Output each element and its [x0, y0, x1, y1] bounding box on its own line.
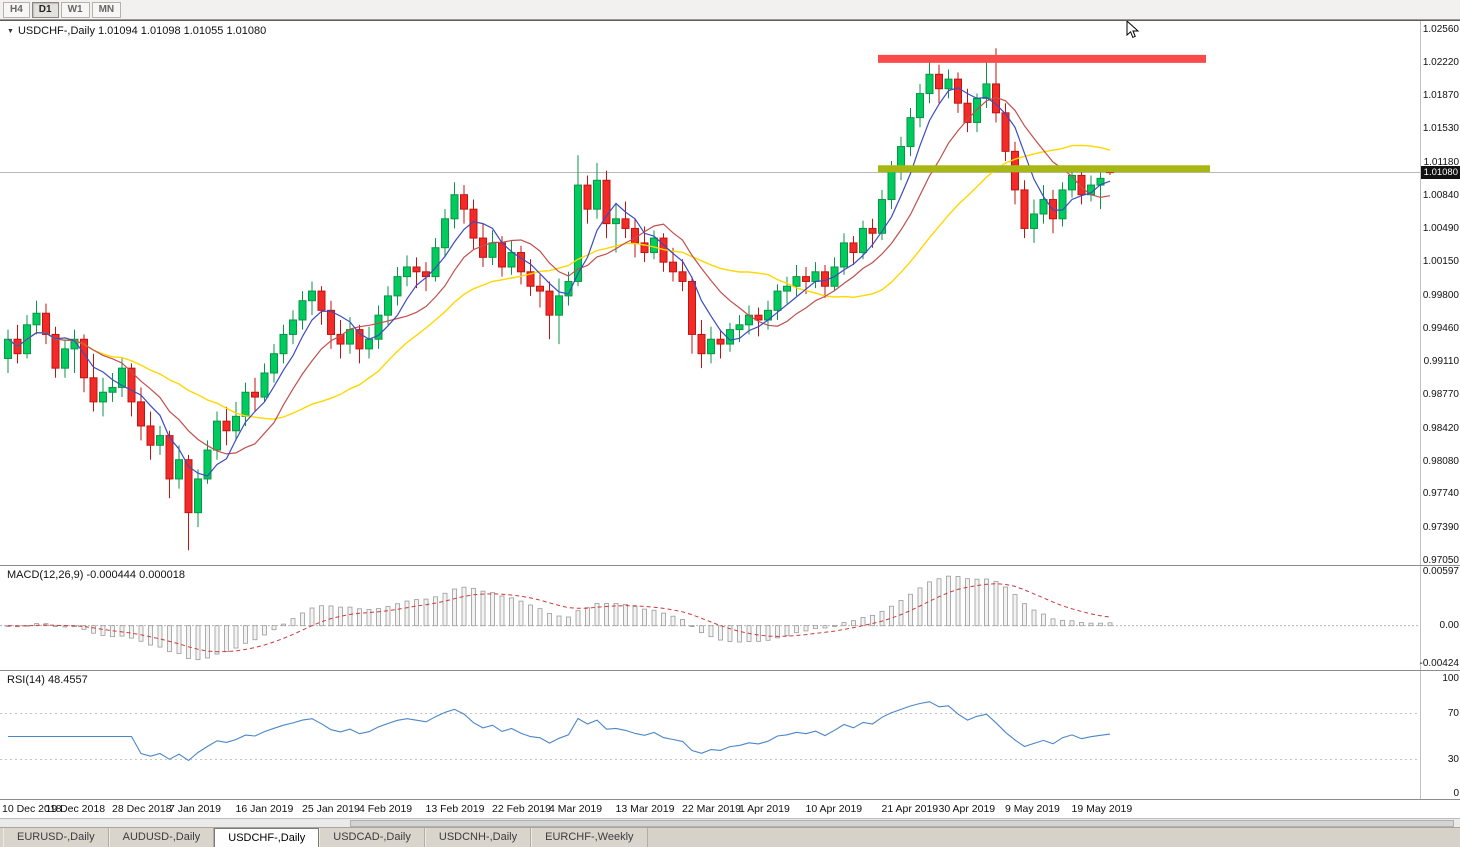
- chart-tab-bar: EURUSD-,Daily AUDUSD-,Daily USDCHF-,Daily U…: [0, 827, 1460, 847]
- price-axis-label: 0.99800: [1422, 289, 1459, 301]
- rsi-axis-label: 70: [1447, 707, 1459, 719]
- macd-axis-label: 0.00: [1439, 619, 1459, 631]
- timeframe-toolbar: H4 D1 W1 MN: [0, 0, 1460, 20]
- rsi-label: RSI(14) 48.4557: [7, 674, 88, 686]
- rsi-axis-label: 100: [1442, 673, 1459, 684]
- date-axis-label: 19 May 2019: [1071, 803, 1133, 815]
- date-axis-label: 19 Dec 2018: [45, 803, 106, 815]
- date-axis-label: 13 Mar 2019: [615, 803, 675, 815]
- chart-tab-audusd-daily[interactable]: AUDUSD-,Daily: [108, 828, 215, 847]
- price-axis-label: 0.97740: [1422, 488, 1459, 500]
- price-axis-label: 0.98420: [1422, 422, 1459, 434]
- macd-axis-label: -0.00424: [1419, 658, 1459, 670]
- date-axis-label: 30 Apr 2019: [938, 803, 996, 815]
- date-axis: 10 Dec 2018 19 Dec 2018 28 Dec 2018 7 Jan 2…: [0, 800, 1460, 818]
- date-axis-label: 10 Apr 2019: [805, 803, 863, 815]
- price-axis-label: 1.00150: [1422, 256, 1459, 268]
- timeframe-button-mn[interactable]: MN: [91, 1, 122, 18]
- timeframe-button-w1[interactable]: W1: [60, 1, 90, 18]
- rsi-axis: 100 70 30 0: [1420, 671, 1460, 799]
- chart-tab-eurchf-weekly[interactable]: EURCHF-,Weekly: [531, 828, 648, 847]
- chart-region: 1.02560 1.02220 1.01870 1.01530 1.01180 1.008…: [0, 20, 1460, 827]
- price-chart-canvas[interactable]: [0, 21, 1420, 565]
- macd-canvas[interactable]: [0, 566, 1420, 670]
- price-axis-label: 0.97050: [1422, 554, 1459, 566]
- price-axis-label: 0.98770: [1422, 389, 1459, 401]
- date-axis-label: 22 Mar 2019: [682, 803, 741, 815]
- rsi-panel: 100 70 30 0 RSI(14) 48.4557: [0, 671, 1460, 800]
- price-axis-label: 0.97390: [1422, 522, 1459, 534]
- timeframe-button-d1[interactable]: D1: [31, 1, 59, 18]
- chart-title-text: USDCHF-,Daily 1.01094 1.01098 1.01055 1.…: [17, 25, 267, 37]
- macd-axis: 0.00597 0.00 -0.00424: [1420, 566, 1460, 670]
- price-axis-label: 1.01870: [1422, 90, 1459, 102]
- mouse-cursor-icon: [1126, 21, 1140, 39]
- chart-tab-usdchf-daily[interactable]: USDCHF-,Daily: [214, 828, 320, 847]
- date-axis-label: 21 Apr 2019: [881, 803, 939, 815]
- timeframe-button-h4[interactable]: H4: [3, 1, 30, 18]
- rsi-canvas[interactable]: [0, 671, 1420, 799]
- date-axis-label: 4 Mar 2019: [549, 803, 603, 815]
- price-axis-label: 1.00490: [1422, 223, 1459, 235]
- rsi-axis-label: 0: [1453, 788, 1459, 799]
- macd-axis-label: 0.00597: [1422, 565, 1459, 577]
- date-axis-label: 25 Jan 2019: [302, 803, 360, 815]
- chart-title: ▼ USDCHF-,Daily 1.01094 1.01098 1.01055 1…: [7, 25, 266, 37]
- date-axis-label: 13 Feb 2019: [425, 803, 485, 815]
- price-axis: 1.02560 1.02220 1.01870 1.01530 1.01180 1.008…: [1420, 21, 1460, 566]
- date-axis-label: 16 Jan 2019: [235, 803, 294, 815]
- chart-tab-eurusd-daily[interactable]: EURUSD-,Daily: [3, 828, 109, 847]
- date-axis-label: 28 Dec 2018: [112, 803, 172, 815]
- chart-tab-usdcad-daily[interactable]: USDCAD-,Daily: [319, 828, 425, 847]
- macd-panel: 0.00597 0.00 -0.00424 MACD(12,26,9) -0.000…: [0, 566, 1460, 671]
- price-axis-label: 0.99460: [1422, 322, 1459, 334]
- date-axis-label: 10 Dec 2018: [2, 803, 62, 815]
- date-axis-label: 4 Feb 2019: [359, 803, 413, 815]
- price-axis-label: 1.00840: [1422, 189, 1459, 201]
- price-axis-label: 1.02560: [1422, 23, 1459, 35]
- date-axis-label: 1 Apr 2019: [739, 803, 790, 815]
- price-axis-label: 0.99110: [1423, 356, 1459, 368]
- macd-label: MACD(12,26,9) -0.000444 0.000018: [7, 569, 185, 581]
- price-axis-label: 1.02220: [1422, 56, 1459, 68]
- rsi-axis-label: 30: [1447, 753, 1459, 765]
- date-axis-label: 7 Jan 2019: [169, 803, 221, 815]
- horizontal-scrollbar[interactable]: [0, 818, 1460, 827]
- price-axis-label: 1.01180: [1423, 156, 1459, 168]
- price-axis-label: 1.01530: [1422, 123, 1459, 135]
- scrollbar-thumb[interactable]: [350, 820, 1454, 827]
- current-price-tag: 1.01080: [1421, 166, 1460, 180]
- price-axis-label: 0.98080: [1422, 455, 1459, 467]
- price-chart-panel: 1.02560 1.02220 1.01870 1.01530 1.01180 1.008…: [0, 21, 1460, 566]
- date-axis-label: 9 May 2019: [1005, 803, 1060, 815]
- date-axis-label: 22 Feb 2019: [492, 803, 551, 815]
- chart-tab-usdcnh-daily[interactable]: USDCNH-,Daily: [424, 828, 532, 847]
- chart-collapse-arrow-icon: ▼: [7, 28, 14, 35]
